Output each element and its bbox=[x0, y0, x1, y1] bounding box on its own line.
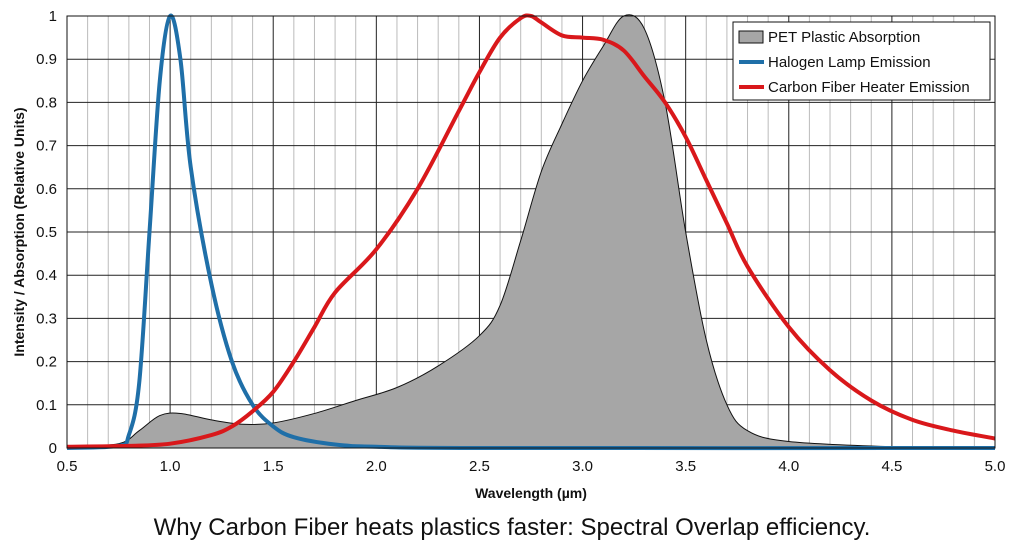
series-pet-plastic-absorption bbox=[66, 14, 996, 449]
y-tick-label: 0.1 bbox=[36, 397, 57, 414]
x-axis-label: Wavelength (µm) bbox=[475, 485, 587, 501]
x-tick-label: 1.5 bbox=[263, 458, 284, 475]
y-tick-label: 0 bbox=[49, 440, 57, 457]
x-tick-label: 1.0 bbox=[160, 458, 181, 475]
y-tick-label: 0.6 bbox=[36, 181, 57, 198]
y-tick-label: 0.3 bbox=[36, 310, 57, 327]
x-tick-label: 5.0 bbox=[985, 458, 1006, 475]
x-tick-label: 4.5 bbox=[881, 458, 902, 475]
y-tick-label: 0.9 bbox=[36, 51, 57, 68]
x-tick-label: 2.0 bbox=[366, 458, 387, 475]
x-tick-label: 0.5 bbox=[57, 458, 78, 475]
x-tick-label: 3.5 bbox=[675, 458, 696, 475]
x-tick-label: 3.0 bbox=[572, 458, 593, 475]
ticks: 0.5 1.0 1.5 2.0 2.5 3.0 3.5 4.0 4.5 5.0 0 0.1 0.2 0.3… bbox=[36, 8, 1005, 475]
y-tick-label: 0.8 bbox=[36, 94, 57, 111]
legend-entry: Carbon Fiber Heater Emission bbox=[768, 79, 970, 96]
legend-entry: Halogen Lamp Emission bbox=[768, 54, 931, 71]
plot-frame bbox=[66, 15, 996, 449]
spectral-chart: 0.5 1.0 1.5 2.0 2.5 3.0 3.5 4.0 4.5 5.0 0 0.1 0.2 0.3… bbox=[11, 8, 1005, 501]
y-tick-label: 0.4 bbox=[36, 267, 57, 284]
y-tick-label: 0.7 bbox=[36, 138, 57, 155]
series-halogen-lamp-emission bbox=[66, 13, 996, 451]
y-tick-label: 0.5 bbox=[36, 224, 57, 241]
legend-swatch bbox=[738, 30, 764, 44]
y-tick-label: 1 bbox=[49, 8, 57, 25]
y-axis-label: Intensity / Absorption (Relative Units) bbox=[11, 107, 27, 356]
legend-entry: PET Plastic Absorption bbox=[768, 29, 920, 46]
x-tick-label: 2.5 bbox=[469, 458, 490, 475]
legend: PET Plastic Absorption Halogen Lamp Emiss… bbox=[732, 21, 991, 101]
series-layer bbox=[66, 13, 996, 451]
y-tick-label: 0.2 bbox=[36, 354, 57, 371]
caption: Why Carbon Fiber heats plastics faster: … bbox=[153, 514, 871, 541]
series-carbon-fiber-heater-emission bbox=[66, 13, 996, 449]
x-tick-label: 4.0 bbox=[778, 458, 799, 475]
